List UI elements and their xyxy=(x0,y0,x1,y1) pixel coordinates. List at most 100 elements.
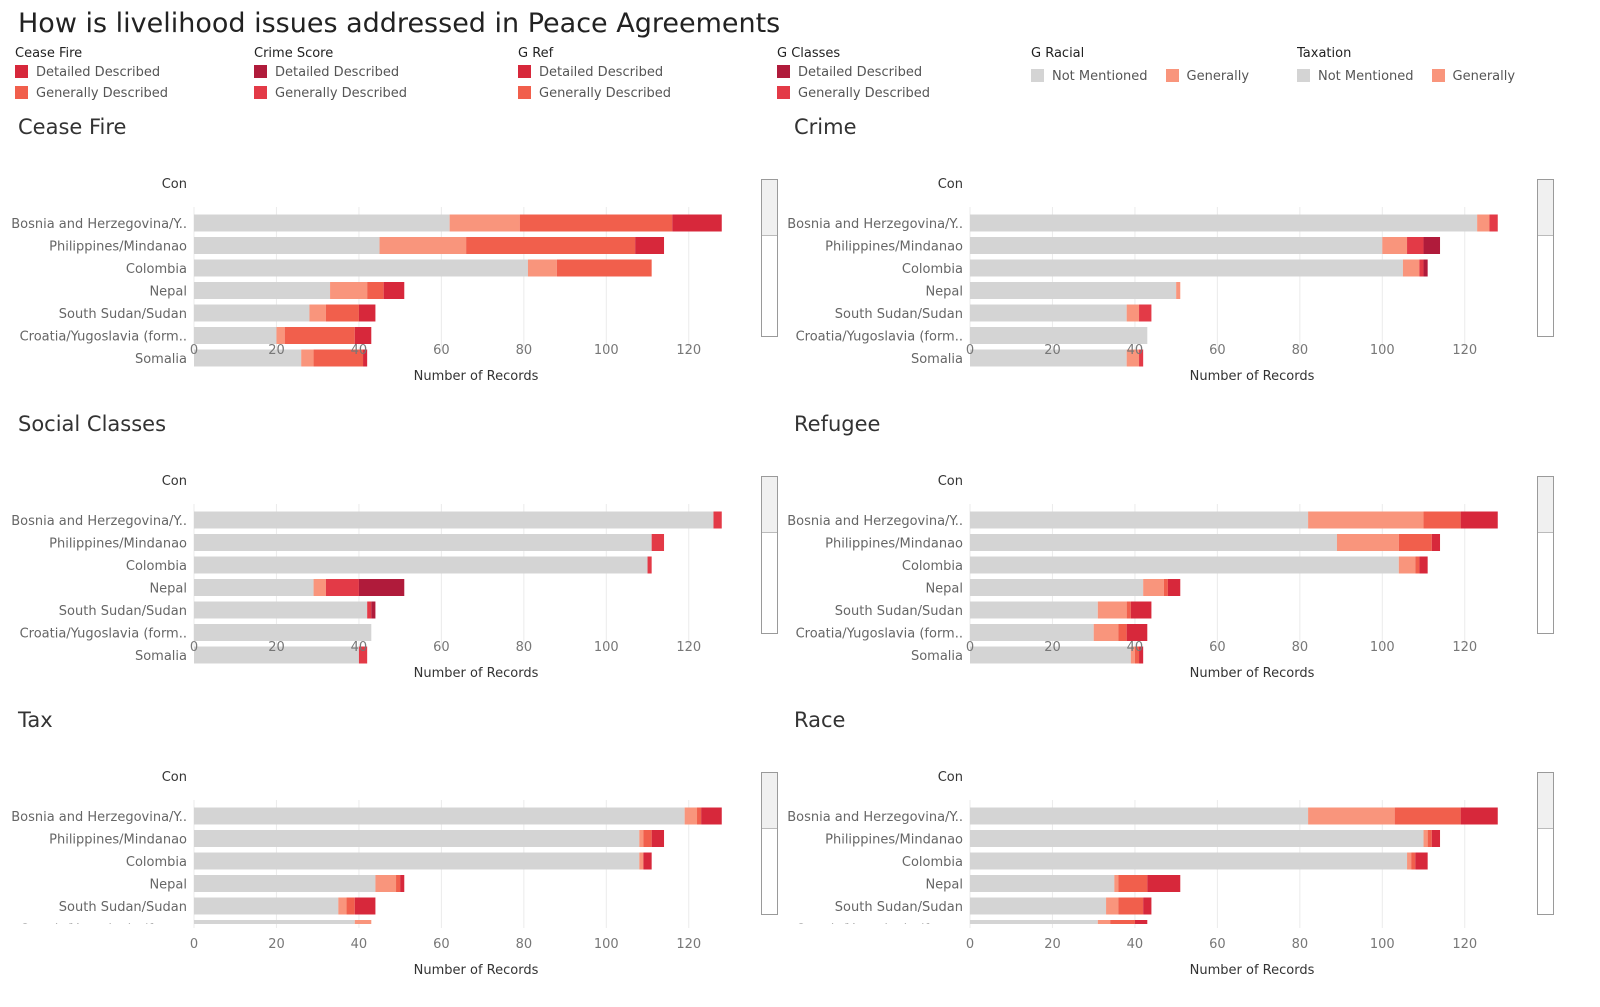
bar-segment[interactable] xyxy=(970,282,1177,299)
bar-segment[interactable] xyxy=(1308,807,1395,825)
bar-segment[interactable] xyxy=(1110,920,1135,937)
vertical-scrollbar[interactable] xyxy=(1537,772,1554,915)
bar-segment[interactable] xyxy=(970,534,1337,551)
bar-segment[interactable] xyxy=(1407,237,1424,254)
bar-segment[interactable] xyxy=(338,897,347,915)
bar-segment[interactable] xyxy=(194,511,714,529)
bar-segment[interactable] xyxy=(194,807,685,825)
bar-segment[interactable] xyxy=(651,534,665,551)
bar-segment[interactable] xyxy=(1163,579,1168,596)
legend-item[interactable]: Detailed Described xyxy=(15,65,235,80)
bar-segment[interactable] xyxy=(194,920,355,937)
bar-segment[interactable] xyxy=(1139,304,1152,322)
bar-segment[interactable] xyxy=(1423,259,1428,277)
legend-item[interactable]: Not Mentioned xyxy=(1297,69,1414,84)
legend-item[interactable]: Detailed Described xyxy=(518,65,738,80)
bar-segment[interactable] xyxy=(635,237,665,254)
legend-item[interactable]: Generally Described xyxy=(777,86,997,101)
bar-segment[interactable] xyxy=(651,830,665,847)
bar-segment[interactable] xyxy=(194,556,648,574)
bar-segment[interactable] xyxy=(1114,875,1119,892)
bar-segment[interactable] xyxy=(194,830,640,847)
bar-segment[interactable] xyxy=(325,579,359,596)
bar-segment[interactable] xyxy=(1460,511,1498,529)
bar-segment[interactable] xyxy=(1147,875,1181,892)
bar-segment[interactable] xyxy=(970,214,1478,232)
bar-segment[interactable] xyxy=(1411,852,1416,870)
bar-segment[interactable] xyxy=(194,579,314,596)
vertical-scrollbar[interactable] xyxy=(1537,476,1554,634)
bar-segment[interactable] xyxy=(1106,897,1119,915)
bar-segment[interactable] xyxy=(367,282,384,299)
scrollbar-thumb[interactable] xyxy=(762,773,777,829)
bar-segment[interactable] xyxy=(970,852,1408,870)
bar-segment[interactable] xyxy=(701,807,722,825)
bar-segment[interactable] xyxy=(194,237,380,254)
bar-segment[interactable] xyxy=(194,304,310,322)
bar-segment[interactable] xyxy=(1134,920,1148,937)
bar-segment[interactable] xyxy=(1093,624,1119,641)
bar-segment[interactable] xyxy=(358,646,368,664)
bar-segment[interactable] xyxy=(970,511,1309,529)
bar-segment[interactable] xyxy=(970,259,1403,277)
vertical-scrollbar[interactable] xyxy=(1537,179,1554,337)
bar-segment[interactable] xyxy=(363,349,368,367)
bar-segment[interactable] xyxy=(684,807,698,825)
bar-segment[interactable] xyxy=(519,214,673,232)
bar-segment[interactable] xyxy=(639,852,644,870)
bar-segment[interactable] xyxy=(1126,601,1131,619)
bar-segment[interactable] xyxy=(194,601,368,619)
scrollbar-thumb[interactable] xyxy=(1538,773,1553,829)
bar-segment[interactable] xyxy=(1419,259,1424,277)
bar-segment[interactable] xyxy=(970,646,1131,664)
bar-segment[interactable] xyxy=(1431,830,1441,847)
bar-segment[interactable] xyxy=(1097,601,1127,619)
bar-segment[interactable] xyxy=(1477,214,1490,232)
bar-segment[interactable] xyxy=(1423,830,1428,847)
bar-segment[interactable] xyxy=(358,579,405,596)
bar-segment[interactable] xyxy=(1382,237,1408,254)
legend-item[interactable]: Detailed Described xyxy=(777,65,997,80)
bar-segment[interactable] xyxy=(1431,534,1441,551)
bar-segment[interactable] xyxy=(1167,579,1181,596)
bar-segment[interactable] xyxy=(1130,646,1135,664)
bar-segment[interactable] xyxy=(1415,852,1428,870)
bar-segment[interactable] xyxy=(970,943,1110,960)
bar-segment[interactable] xyxy=(1139,646,1144,664)
bar-segment[interactable] xyxy=(1143,579,1164,596)
bar-segment[interactable] xyxy=(1134,646,1140,664)
bar-segment[interactable] xyxy=(1118,624,1127,641)
bar-segment[interactable] xyxy=(970,304,1127,322)
bar-segment[interactable] xyxy=(313,349,364,367)
legend-item[interactable]: Generally Menti.. xyxy=(1431,69,1517,84)
bar-segment[interactable] xyxy=(194,852,640,870)
bar-segment[interactable] xyxy=(194,327,277,344)
bar-segment[interactable] xyxy=(301,349,314,367)
legend-item[interactable]: Generally Described xyxy=(254,86,474,101)
bar-segment[interactable] xyxy=(1398,534,1432,551)
bar-segment[interactable] xyxy=(194,214,450,232)
bar-segment[interactable] xyxy=(1143,897,1152,915)
bar-segment[interactable] xyxy=(1097,920,1111,937)
bar-segment[interactable] xyxy=(325,304,359,322)
bar-segment[interactable] xyxy=(1427,830,1432,847)
legend-item[interactable]: Generally Described xyxy=(15,86,235,101)
bar-segment[interactable] xyxy=(276,327,285,344)
bar-segment[interactable] xyxy=(970,875,1115,892)
bar-segment[interactable] xyxy=(194,897,339,915)
legend-item[interactable]: Not Mentioned xyxy=(1031,69,1148,84)
scrollbar-thumb[interactable] xyxy=(762,180,777,236)
bar-segment[interactable] xyxy=(1398,556,1416,574)
bar-segment[interactable] xyxy=(1110,943,1118,960)
bar-segment[interactable] xyxy=(358,304,376,322)
bar-segment[interactable] xyxy=(697,807,702,825)
bar-segment[interactable] xyxy=(194,259,528,277)
scrollbar-thumb[interactable] xyxy=(1538,477,1553,533)
bar-segment[interactable] xyxy=(383,282,405,299)
bar-segment[interactable] xyxy=(1126,304,1140,322)
bar-segment[interactable] xyxy=(375,875,397,892)
bar-segment[interactable] xyxy=(643,830,652,847)
bar-segment[interactable] xyxy=(643,852,652,870)
bar-segment[interactable] xyxy=(194,282,331,299)
bar-segment[interactable] xyxy=(354,897,376,915)
